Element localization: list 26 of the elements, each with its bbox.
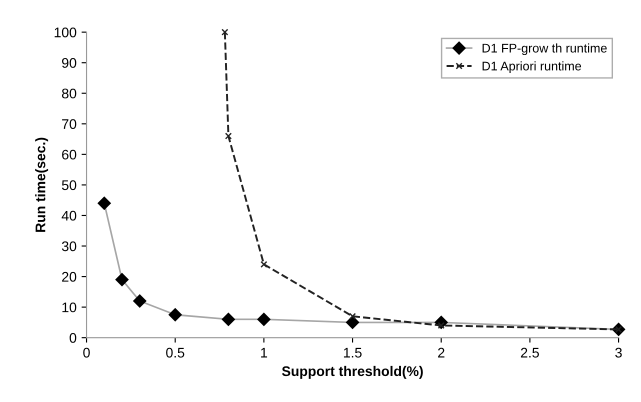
y-tick-label: 50 — [62, 180, 76, 190]
y-tick-label: 30 — [62, 241, 76, 252]
x-tick-label: 2 — [438, 348, 444, 358]
x-tick-label: 1 — [261, 348, 268, 358]
x-tick-label: 2.5 — [520, 348, 539, 358]
point — [221, 28, 228, 36]
point — [224, 132, 232, 140]
point — [260, 260, 268, 268]
legend-label: D1 FP-grow th runtime — [482, 43, 607, 56]
legend-label: D1 Apriori runtime — [482, 61, 582, 73]
y-tick-label: 100 — [54, 27, 76, 38]
y-tick-label: 90 — [62, 58, 76, 68]
y-tick-label: 20 — [62, 272, 76, 282]
y-axis-title: Run time(sec.) — [35, 138, 48, 232]
y-tick-label: 10 — [62, 302, 76, 312]
y-tick-label: 70 — [62, 119, 76, 129]
point — [349, 312, 356, 320]
y-tick-label: 60 — [62, 150, 76, 160]
x-axis-title: Support threshold(%) — [282, 366, 423, 379]
y-tick-label: 80 — [62, 88, 76, 98]
y-tick-label: 0 — [70, 333, 76, 343]
x-tick-label: 0.5 — [166, 348, 184, 358]
x-tick-label: 1.5 — [344, 348, 362, 358]
x-tick-label: 3 — [615, 348, 622, 358]
x-tick-label: 0 — [83, 348, 90, 358]
y-tick-label: 40 — [62, 210, 76, 221]
